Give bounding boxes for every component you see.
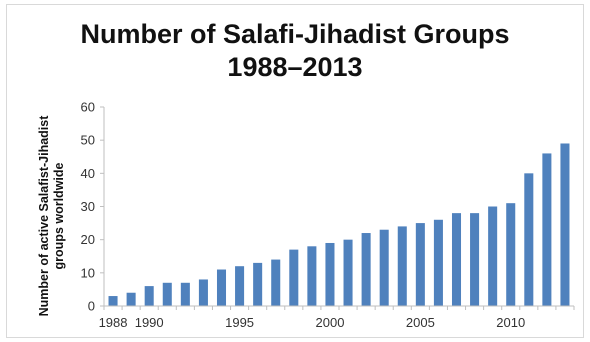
bar-1995 — [235, 266, 245, 306]
bar-1989 — [126, 292, 136, 306]
bar-1991 — [162, 282, 172, 306]
y-tick-label: 60 — [81, 100, 95, 115]
bar-2005 — [415, 223, 425, 306]
bar-2009 — [488, 206, 498, 306]
bar-1992 — [180, 282, 190, 306]
bar-2004 — [397, 226, 407, 306]
bar-2002 — [361, 233, 371, 306]
y-axis-label: Number of active Salafist-Jihadistgroups… — [37, 115, 66, 317]
x-tick-label: 2010 — [496, 315, 525, 330]
bar-2003 — [379, 229, 389, 306]
chart-title-block: Number of Salafi-Jihadist Groups 1988–20… — [0, 18, 590, 84]
bar-2010 — [506, 203, 516, 306]
x-tick-label: 2000 — [316, 315, 345, 330]
bar-1990 — [144, 286, 154, 306]
y-tick-label: 50 — [81, 133, 95, 148]
y-axis-ticks: 0 10 20 30 40 50 60 — [81, 100, 104, 314]
bar-2001 — [343, 239, 353, 306]
y-tick-label: 0 — [88, 299, 95, 314]
bar-1998 — [289, 249, 299, 306]
bar-1994 — [216, 269, 227, 306]
bar-2013 — [560, 143, 570, 306]
y-tick-label: 10 — [81, 265, 95, 280]
x-tick-label: 1995 — [225, 315, 254, 330]
y-tick-label: 40 — [81, 166, 95, 181]
bar-1999 — [307, 246, 317, 306]
bars — [108, 143, 570, 306]
bar-2008 — [470, 213, 480, 306]
bar-2011 — [524, 173, 534, 306]
bar-1988 — [108, 296, 118, 306]
x-tick-label: 2005 — [406, 315, 435, 330]
y-tick-label: 20 — [81, 232, 95, 247]
bar-1997 — [271, 259, 281, 306]
chart-subtitle: 1988–2013 — [227, 52, 363, 82]
y-tick-label: 30 — [81, 199, 95, 214]
bar-1996 — [253, 262, 263, 306]
bar-2006 — [433, 219, 443, 306]
bar-2007 — [451, 213, 462, 306]
bar-1993 — [198, 279, 208, 306]
bar-2000 — [325, 242, 335, 306]
x-tick-label: 1988 — [99, 315, 128, 330]
chart-title: Number of Salafi-Jihadist Groups — [80, 19, 510, 49]
y-axis-label-line: Number of active Salafist-Jihadist — [37, 115, 51, 317]
y-axis-label-line: groups worldwide — [52, 162, 66, 269]
bar-2012 — [542, 153, 552, 306]
x-tick-label: 1990 — [135, 315, 164, 330]
x-axis-ticks: 1988 1990 1995 2000 2005 2010 — [99, 306, 575, 330]
